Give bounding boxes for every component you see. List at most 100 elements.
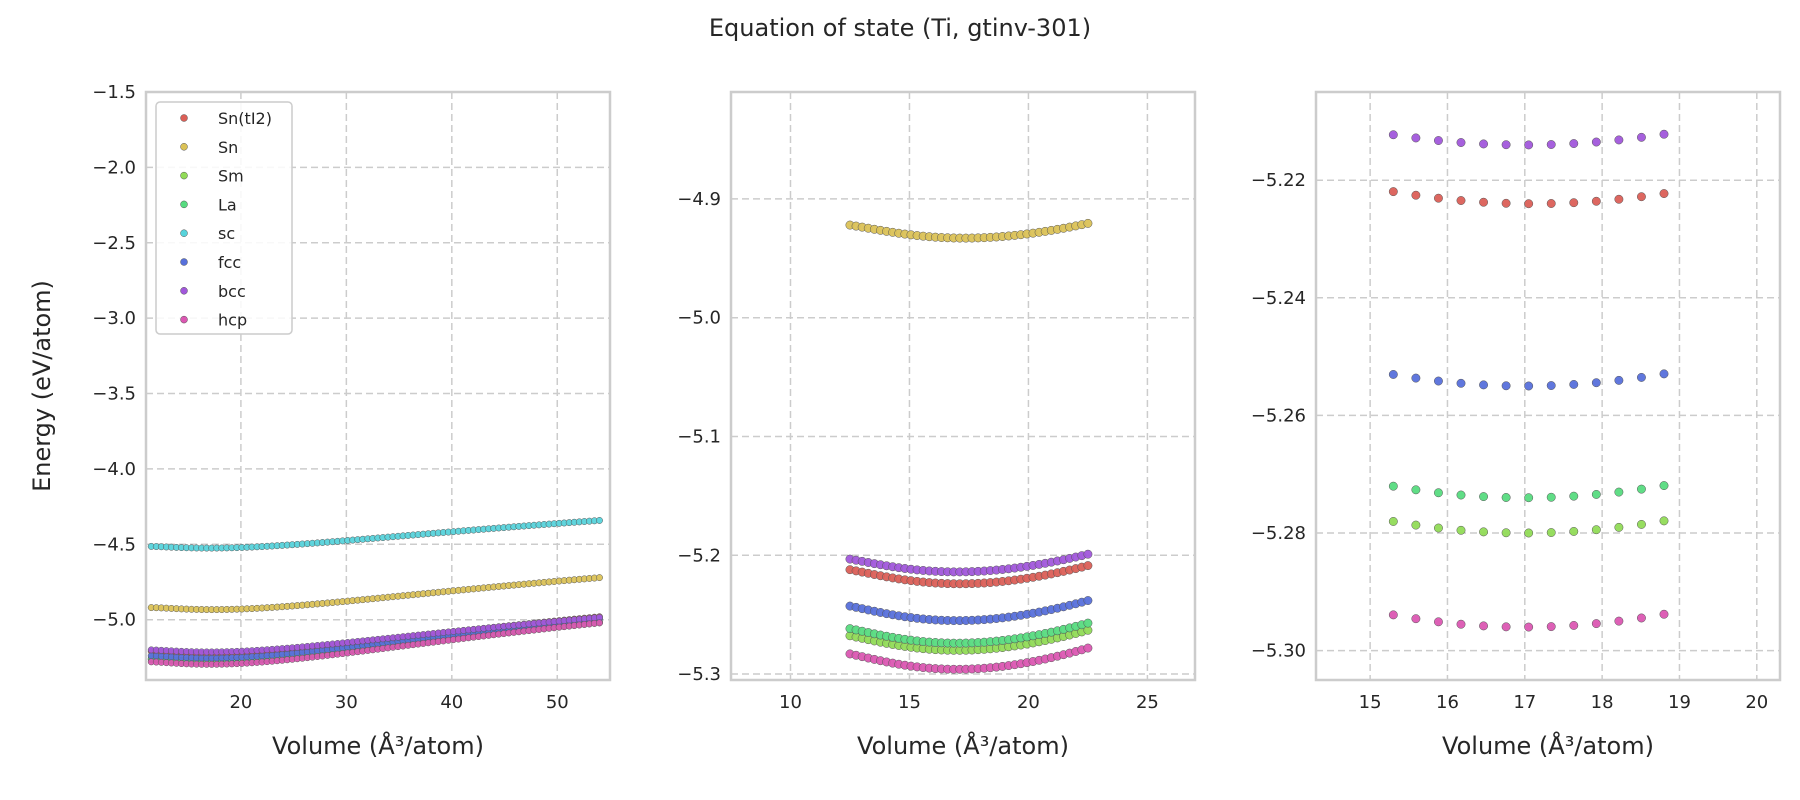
data-point: [1636, 132, 1646, 142]
data-point: [1524, 622, 1534, 632]
series-hcp: [845, 643, 1093, 674]
data-point: [596, 517, 603, 524]
data-point: [1388, 610, 1398, 620]
x-tick-label: 50: [546, 692, 569, 713]
y-tick-label: −3.0: [92, 308, 136, 329]
data-point: [1524, 199, 1534, 209]
x-tick-label: 20: [229, 692, 252, 713]
data-point: [1614, 135, 1624, 145]
data-point: [1479, 527, 1489, 537]
data-point: [1388, 481, 1398, 491]
data-point: [1569, 526, 1579, 536]
x-tick-label: 16: [1436, 692, 1459, 713]
data-point: [1524, 381, 1534, 391]
legend-label: Sm: [218, 167, 244, 186]
axes-frame: [144, 90, 612, 682]
x-tick-label: 30: [335, 692, 358, 713]
data-point: [1433, 193, 1443, 203]
y-tick-label: −2.5: [92, 233, 136, 254]
data-point: [1456, 619, 1466, 629]
data-point: [1388, 370, 1398, 379]
data-point: [1433, 523, 1443, 533]
legend-frame: [155, 101, 293, 335]
series-fcc: [1388, 369, 1669, 391]
legend-marker: [180, 229, 188, 237]
data-point: [1433, 376, 1443, 386]
x-tick-label: 17: [1513, 692, 1536, 713]
data-point: [1083, 561, 1093, 571]
y-tick-label: −2.0: [92, 157, 136, 178]
panel-full-range: 20 30 40 50 −1.5 −2.0 −2.5 −3.0 −3.5 −4.0 −4.5 −5.0…: [28, 82, 612, 760]
scatter-points: [845, 218, 1093, 674]
data-point: [1569, 491, 1579, 501]
data-point: [1388, 130, 1398, 140]
legend-marker: [180, 171, 188, 180]
figure-title: Equation of state (Ti, gtinv-301): [709, 14, 1091, 42]
y-tick-label: −5.1: [677, 426, 721, 447]
data-point: [1569, 620, 1579, 630]
y-tick-label: −4.0: [92, 459, 136, 480]
data-point: [1411, 133, 1421, 143]
legend-marker: [180, 287, 188, 295]
data-point: [1546, 381, 1556, 390]
y-tick-label: −1.5: [92, 82, 136, 103]
data-point: [596, 574, 603, 582]
data-point: [1546, 528, 1556, 537]
data-point: [1659, 369, 1669, 379]
data-point: [1411, 190, 1421, 200]
series-fcc: [845, 596, 1093, 626]
data-point: [1569, 198, 1579, 208]
data-point: [1591, 378, 1601, 388]
series-bcc: [1388, 129, 1669, 150]
data-point: [1659, 129, 1669, 139]
panel-min-zoom: 15 16 17 18 19 20 −5.22 −5.24 −5.26 −5.28 −5.30 Vol…: [1251, 90, 1782, 760]
scatter-points: [1388, 129, 1669, 632]
legend: Sn(tI2) Sn Sm La sc fcc bcc hcp: [155, 101, 293, 335]
data-point: [1659, 189, 1669, 199]
legend-label: Sn: [218, 138, 238, 157]
data-point: [1591, 489, 1601, 499]
data-point: [1083, 218, 1093, 228]
data-point: [1433, 136, 1443, 145]
series-hcp: [147, 619, 603, 668]
data-point: [1479, 492, 1489, 502]
series-sc: [147, 517, 603, 552]
data-point: [1456, 490, 1466, 500]
plot-area: [731, 92, 1195, 680]
data-point: [1411, 373, 1421, 383]
x-tick-label: 19: [1668, 692, 1691, 713]
legend-label: Sn(tI2): [218, 109, 272, 128]
x-axis-label: Volume (Å³/atom): [857, 731, 1069, 760]
data-point: [1546, 199, 1556, 208]
data-point: [1636, 372, 1646, 382]
data-point: [1433, 488, 1443, 498]
data-point: [1433, 617, 1443, 627]
series-la: [1388, 481, 1669, 503]
legend-marker: [180, 315, 188, 324]
data-point: [1501, 140, 1511, 150]
series-sn: [147, 574, 603, 614]
data-point: [1083, 643, 1093, 653]
data-point: [1411, 485, 1421, 495]
x-tick-label: 20: [1745, 692, 1768, 713]
data-point: [1083, 618, 1093, 628]
data-point: [1614, 194, 1624, 204]
x-tick-label: 25: [1136, 692, 1159, 713]
data-point: [1083, 549, 1093, 559]
x-tick-label: 40: [440, 692, 463, 713]
data-point: [1501, 622, 1511, 632]
data-point: [1479, 621, 1489, 631]
data-point: [1546, 622, 1556, 632]
x-tick-label: 18: [1591, 692, 1614, 713]
data-point: [1411, 614, 1421, 624]
data-point: [1501, 381, 1511, 391]
legend-label: fcc: [218, 253, 241, 272]
data-point: [1659, 481, 1669, 491]
legend-marker: [180, 200, 188, 209]
axes-frame: [1314, 90, 1782, 682]
x-axis-label: Volume (Å³/atom): [272, 731, 484, 760]
y-tick-label: −5.24: [1251, 288, 1306, 309]
data-point: [1636, 519, 1646, 529]
data-point: [1456, 196, 1466, 205]
